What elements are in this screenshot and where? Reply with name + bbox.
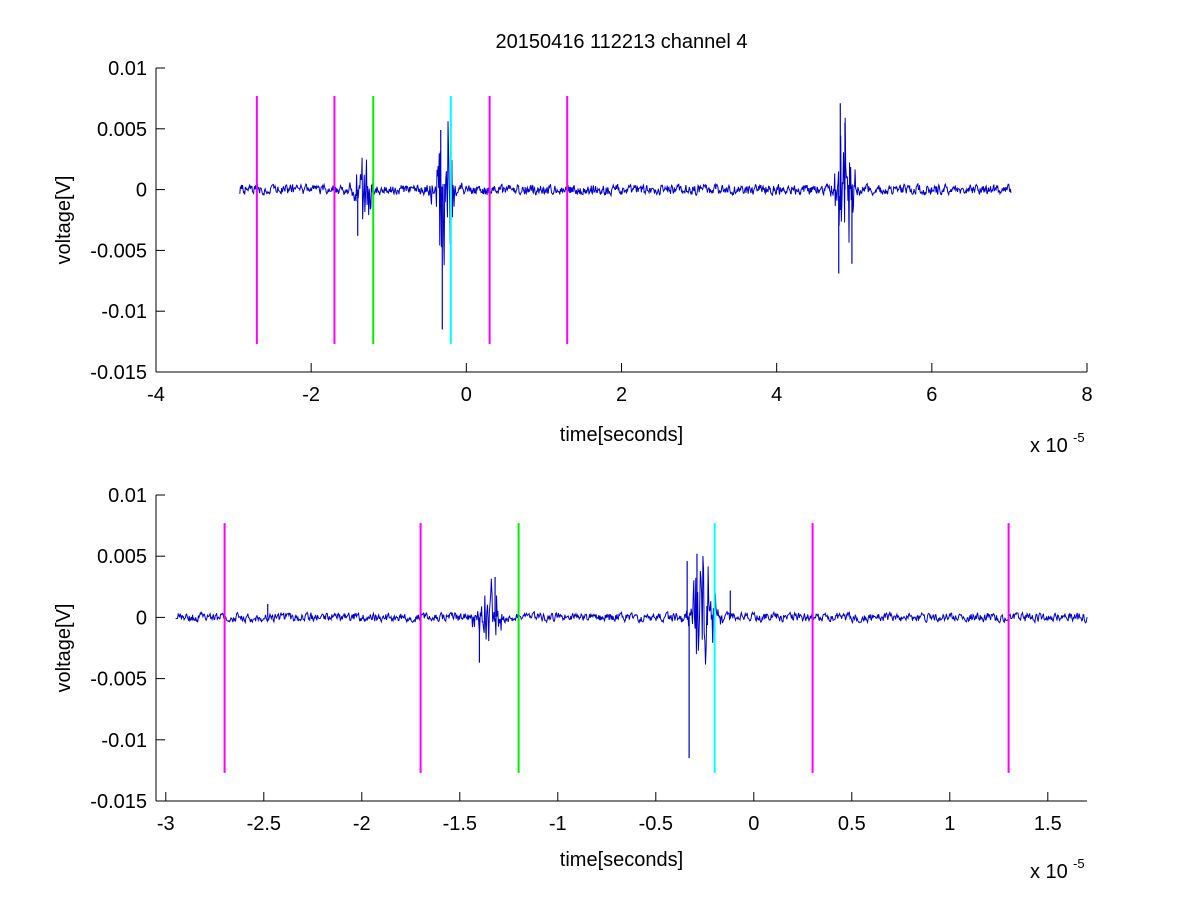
plot-title: 20150416 112213 channel 4 xyxy=(495,31,747,53)
top-plot-y-axis-label: voltage[V] xyxy=(53,176,75,265)
top-plot-x-tick-label: 8 xyxy=(1081,384,1092,406)
bottom-plot-x-tick-label: -0.5 xyxy=(639,813,673,835)
bottom-plot-x-axis-label: time[seconds] xyxy=(560,849,683,871)
top-plot-y-tick-label: 0.01 xyxy=(108,58,147,80)
top-plot-x-multiplier-exponent: -5 xyxy=(1073,430,1085,445)
top-plot-x-tick-label: 4 xyxy=(771,384,782,406)
top-plot: 20150416 112213 channel 4 -4 -2 0 2 4 6 8 -0.01… xyxy=(53,31,1093,457)
top-plot-x-tick-label: -4 xyxy=(147,384,165,406)
top-plot-x-tick-label: 0 xyxy=(461,384,472,406)
top-plot-y-tick-label: -0.005 xyxy=(90,240,147,262)
bottom-plot-y-tick-label: -0.01 xyxy=(101,730,147,752)
bottom-plot-x-tick-label: 0.5 xyxy=(838,813,866,835)
top-plot-signal xyxy=(239,103,1012,330)
bottom-plot-y-tick-label: 0 xyxy=(136,607,147,629)
top-plot-x-axis-label: time[seconds] xyxy=(560,424,683,446)
top-plot-markers xyxy=(255,95,569,345)
top-plot-y-tick-label: -0.015 xyxy=(90,362,147,384)
top-plot-x-tick-label: 6 xyxy=(926,384,937,406)
bottom-plot-x-tick-label: -2.5 xyxy=(247,813,281,835)
bottom-plot-y-tick-label: -0.015 xyxy=(90,791,147,813)
bottom-plot-x-multiplier-exponent: -5 xyxy=(1073,856,1085,871)
bottom-plot-x-tick-label: 0 xyxy=(748,813,759,835)
bottom-plot-x-tick-label: -1.5 xyxy=(443,813,477,835)
bottom-plot: -3 -2.5 -2 -1.5 -1 -0.5 0 0.5 1 1.5 -0.015 -0.01 -0.… xyxy=(53,485,1088,883)
top-plot-axes: -4 -2 0 2 4 6 8 -0.015 -0.01 -0.005 0 0.005 0.01 xyxy=(90,58,1092,406)
bottom-plot-x-tick-label: -1 xyxy=(549,813,567,835)
bottom-plot-y-tick-label: 0.005 xyxy=(97,546,147,568)
bottom-plot-x-tick-label: 1.5 xyxy=(1034,813,1062,835)
top-plot-y-tick-label: 0 xyxy=(136,180,147,202)
top-plot-x-tick-label: -2 xyxy=(302,384,320,406)
bottom-plot-y-tick-label: -0.005 xyxy=(90,669,147,691)
bottom-plot-x-tick-label: -2 xyxy=(353,813,371,835)
bottom-plot-y-axis-label: voltage[V] xyxy=(53,604,75,693)
bottom-plot-signal xyxy=(175,553,1088,759)
bottom-plot-markers xyxy=(223,523,1010,773)
bottom-plot-axes: -3 -2.5 -2 -1.5 -1 -0.5 0 0.5 1 1.5 -0.015 -0.01 -0.… xyxy=(90,485,1087,835)
top-plot-x-tick-label: 2 xyxy=(616,384,627,406)
top-plot-signal-trace xyxy=(239,117,1012,266)
bottom-plot-signal-trace xyxy=(175,555,1088,665)
bottom-plot-x-tick-label: -3 xyxy=(157,813,175,835)
bottom-plot-y-tick-label: 0.01 xyxy=(108,485,147,507)
top-plot-y-tick-label: 0.005 xyxy=(97,119,147,141)
top-plot-y-tick-label: -0.01 xyxy=(101,301,147,323)
bottom-plot-x-tick-label: 1 xyxy=(944,813,955,835)
top-plot-x-multiplier: x 10 xyxy=(1030,435,1068,457)
bottom-plot-x-multiplier: x 10 xyxy=(1030,861,1068,883)
